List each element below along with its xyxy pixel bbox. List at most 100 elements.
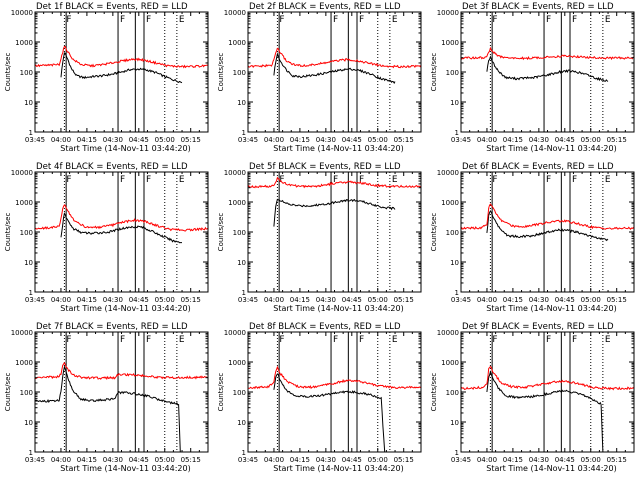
y-axis-label: Counts/sec <box>217 53 225 92</box>
event-marker-letter: F <box>333 175 338 185</box>
event-marker-letter: F <box>546 335 551 345</box>
event-marker-letter: F <box>492 15 497 25</box>
y-axis-label: Counts/sec <box>217 373 225 412</box>
events-series-line <box>273 198 396 227</box>
y-tick-label: 10 <box>237 419 246 427</box>
y-tick-label: 100 <box>233 229 246 237</box>
lld-series-line <box>34 45 209 69</box>
y-tick-label: 10 <box>237 259 246 267</box>
event-marker-letter: F <box>546 15 551 25</box>
lld-series-line <box>34 361 209 381</box>
events-series-line <box>486 55 609 82</box>
x-tick-label: 05:00 <box>581 296 601 304</box>
y-axis-label: Counts/sec <box>430 53 438 92</box>
x-tick-label: 04:45 <box>555 136 575 144</box>
y-tick-label: 10 <box>450 99 459 107</box>
x-tick-label: 05:00 <box>581 456 601 464</box>
x-tick-label: 04:00 <box>264 456 284 464</box>
y-axis-label: Counts/sec <box>4 53 12 92</box>
y-tick-label: 10000 <box>224 9 246 17</box>
events-series-line <box>486 210 609 242</box>
panel-det-5: Det 5f BLACK = Events, RED = LLD F F F E 1 10 1… <box>217 162 422 313</box>
x-tick-label: 04:30 <box>529 456 549 464</box>
x-tick-label: 03:45 <box>238 296 258 304</box>
y-tick-label: 1000 <box>441 199 459 207</box>
event-marker-letter: E <box>179 15 185 25</box>
y-tick-label: 1000 <box>441 359 459 367</box>
x-tick-label: 03:45 <box>238 456 258 464</box>
x-tick-label: 04:45 <box>129 136 149 144</box>
x-tick-label: 04:45 <box>342 296 362 304</box>
x-tick-label: 05:00 <box>368 456 388 464</box>
x-tick-label: 05:00 <box>581 136 601 144</box>
lld-series-line <box>247 47 422 69</box>
y-tick-label: 1 <box>242 129 246 137</box>
event-marker-letter: F <box>146 15 151 25</box>
y-tick-label: 100 <box>446 389 459 397</box>
y-tick-label: 1000 <box>15 199 33 207</box>
panel-title: Det 1f BLACK = Events, RED = LLD <box>36 2 188 12</box>
event-marker-letter: F <box>279 335 284 345</box>
panel-title: Det 8f BLACK = Events, RED = LLD <box>249 322 401 332</box>
x-tick-label: 04:30 <box>316 296 336 304</box>
x-axis-label: Start Time (14-Nov-11 03:44:20) <box>60 304 190 313</box>
event-marker-letter: E <box>605 335 611 345</box>
event-marker-letter: E <box>605 15 611 25</box>
y-tick-label: 10000 <box>224 169 246 177</box>
x-axis-label: Start Time (14-Nov-11 03:44:20) <box>486 304 616 313</box>
x-tick-label: 05:00 <box>368 296 388 304</box>
x-tick-label: 05:15 <box>607 456 627 464</box>
y-tick-label: 1 <box>29 129 33 137</box>
y-tick-label: 10000 <box>224 329 246 337</box>
event-marker-letter: E <box>392 335 398 345</box>
y-axis-label: Counts/sec <box>4 373 12 412</box>
x-tick-label: 04:30 <box>529 296 549 304</box>
x-tick-label: 04:00 <box>477 456 497 464</box>
plot-frame <box>247 331 422 453</box>
x-tick-label: 04:30 <box>316 136 336 144</box>
events-series-line <box>34 365 182 453</box>
x-tick-label: 04:45 <box>129 456 149 464</box>
event-marker-letter: F <box>572 15 577 25</box>
x-tick-label: 04:15 <box>503 456 523 464</box>
x-tick-label: 04:30 <box>529 136 549 144</box>
y-tick-label: 1 <box>455 449 459 457</box>
event-marker-letter: F <box>492 175 497 185</box>
event-marker-letter: F <box>120 175 125 185</box>
panel-title: Det 6f BLACK = Events, RED = LLD <box>462 162 614 172</box>
x-tick-label: 04:30 <box>316 456 336 464</box>
event-marker-letter: F <box>359 175 364 185</box>
x-tick-label: 04:45 <box>342 136 362 144</box>
events-series-line <box>60 212 182 244</box>
y-tick-label: 1000 <box>15 39 33 47</box>
x-tick-label: 05:15 <box>181 136 201 144</box>
x-tick-label: 04:45 <box>129 296 149 304</box>
x-tick-label: 05:15 <box>394 136 414 144</box>
x-tick-label: 04:45 <box>555 456 575 464</box>
x-tick-label: 03:45 <box>25 456 45 464</box>
x-tick-label: 04:30 <box>103 136 123 144</box>
y-tick-label: 1000 <box>228 359 246 367</box>
panel-title: Det 5f BLACK = Events, RED = LLD <box>249 162 401 172</box>
y-tick-label: 10000 <box>11 169 33 177</box>
x-axis-label: Start Time (14-Nov-11 03:44:20) <box>273 144 403 153</box>
y-tick-label: 1 <box>455 129 459 137</box>
x-tick-label: 04:15 <box>290 456 310 464</box>
lld-series-line <box>460 365 635 391</box>
x-tick-label: 04:15 <box>290 296 310 304</box>
x-tick-label: 05:00 <box>155 456 175 464</box>
event-marker-letter: F <box>146 335 151 345</box>
x-tick-label: 04:15 <box>290 136 310 144</box>
event-marker-letter: F <box>333 15 338 25</box>
y-tick-label: 100 <box>233 69 246 77</box>
panel-title: Det 3f BLACK = Events, RED = LLD <box>462 2 614 12</box>
plot-frame <box>460 11 635 133</box>
event-marker-letter: F <box>492 335 497 345</box>
x-tick-label: 05:00 <box>368 136 388 144</box>
x-tick-label: 03:45 <box>451 296 471 304</box>
event-marker-letter: F <box>66 335 71 345</box>
y-tick-label: 10000 <box>11 329 33 337</box>
x-tick-label: 04:15 <box>503 296 523 304</box>
x-tick-label: 03:45 <box>451 136 471 144</box>
y-tick-label: 100 <box>233 389 246 397</box>
